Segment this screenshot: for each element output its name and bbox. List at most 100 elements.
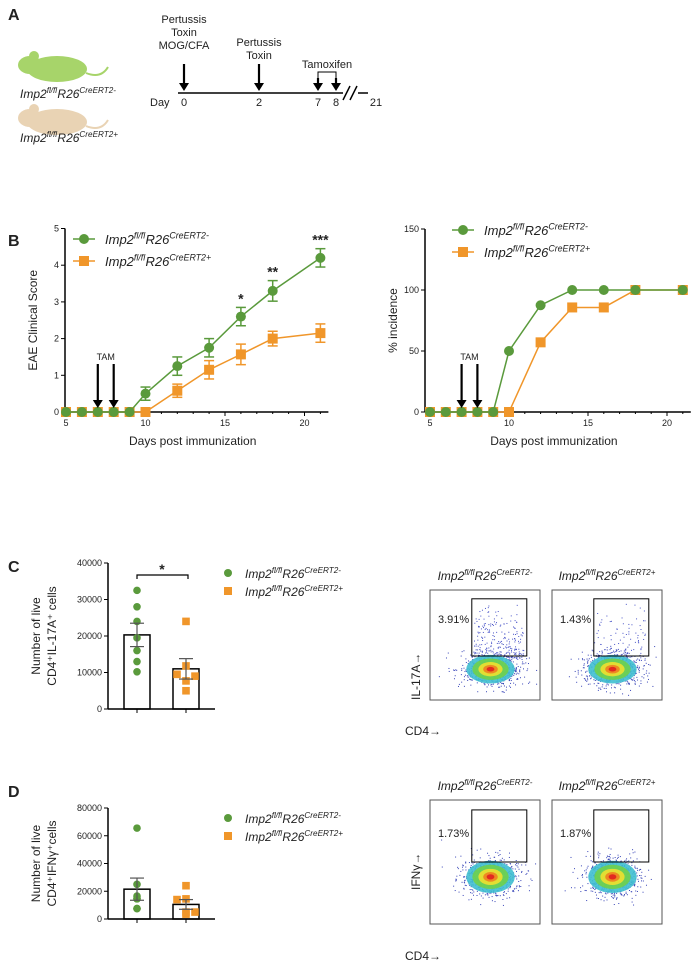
event-dot <box>455 856 457 858</box>
event-dot <box>494 901 496 903</box>
genotype-part: CreERT2- <box>304 811 341 820</box>
event-dot <box>498 855 500 857</box>
event-dot <box>634 867 636 869</box>
event-dot <box>625 649 627 651</box>
event-dot <box>511 656 513 658</box>
event-dot <box>587 865 589 867</box>
event-dot <box>503 891 505 893</box>
event-dot <box>503 685 505 687</box>
event-dot <box>520 880 522 882</box>
event-dot <box>463 876 465 878</box>
data-point-neg <box>133 603 141 611</box>
event-dot <box>471 656 473 658</box>
event-dot <box>634 883 636 885</box>
event-dot <box>633 675 635 677</box>
y-tick-label: 40000 <box>77 859 102 869</box>
event-dot <box>644 620 646 622</box>
data-point-neg <box>677 285 688 295</box>
event-dot <box>497 647 499 649</box>
event-label: Pertussis <box>236 37 282 49</box>
event-dot <box>497 654 499 656</box>
event-dot <box>471 862 473 864</box>
event-dot <box>602 684 604 686</box>
density-contour <box>486 666 495 672</box>
event-dot <box>536 669 538 671</box>
event-dot <box>597 637 599 639</box>
data-point-neg <box>133 646 141 655</box>
event-dot <box>477 645 479 647</box>
event-dot <box>521 870 523 872</box>
event-dot <box>518 885 520 887</box>
event-dot <box>512 890 514 892</box>
event-dot <box>605 685 607 687</box>
event-dot <box>492 683 494 685</box>
event-dot <box>611 651 613 653</box>
event-dot <box>622 623 624 625</box>
event-dot <box>628 683 630 685</box>
event-dot <box>597 630 599 632</box>
event-dot <box>594 889 596 891</box>
y-tick-label: 80000 <box>77 803 102 813</box>
event-dot <box>458 891 460 893</box>
event-dot <box>640 886 642 888</box>
event-dot <box>489 857 491 859</box>
event-dot <box>528 885 530 887</box>
event-dot <box>498 642 500 644</box>
gate-percent: 3.91% <box>438 614 469 626</box>
genotype-part: Imp2 <box>559 779 586 793</box>
event-dot <box>598 656 600 658</box>
arrow-day7-head <box>313 83 323 91</box>
event-dot <box>514 627 516 629</box>
event-dot <box>510 620 512 622</box>
event-dot <box>564 890 566 892</box>
genotype-part: Imp2 <box>438 779 465 793</box>
data-point-neg <box>133 586 141 595</box>
event-dot <box>625 859 627 861</box>
event-dot <box>478 625 480 627</box>
event-dot <box>453 885 455 887</box>
event-dot <box>606 899 608 901</box>
timeline-tick-label: 21 <box>370 97 382 109</box>
event-dot <box>498 646 500 648</box>
event-dot <box>509 887 511 889</box>
event-dot <box>510 661 512 663</box>
event-dot <box>479 649 481 651</box>
event-dot <box>495 892 497 894</box>
event-dot <box>467 679 469 681</box>
event-dot <box>631 864 633 866</box>
event-dot <box>496 622 498 624</box>
event-dot <box>501 617 503 619</box>
event-dot <box>607 892 609 894</box>
genotype-part: Imp2 <box>438 569 465 583</box>
event-dot <box>613 904 615 906</box>
event-dot <box>448 670 450 672</box>
event-dot <box>600 621 602 623</box>
event-dot <box>621 617 623 619</box>
event-dot <box>639 659 641 661</box>
event-dot <box>609 859 611 861</box>
event-dot <box>584 889 586 891</box>
data-point-neg <box>598 285 609 295</box>
event-dot <box>509 863 511 865</box>
event-dot <box>486 647 488 649</box>
event-dot <box>527 870 529 872</box>
y-tick-label: 0 <box>97 704 102 714</box>
event-dot <box>581 651 583 653</box>
event-dot <box>493 654 495 656</box>
event-dot <box>511 659 513 661</box>
event-dot <box>606 615 608 617</box>
event-dot <box>517 890 519 892</box>
event-dot <box>508 646 510 648</box>
event-dot <box>610 634 612 636</box>
event-dot <box>490 651 492 653</box>
event-dot <box>490 646 492 648</box>
x-tick-label: 10 <box>140 418 150 428</box>
event-dot <box>592 650 594 652</box>
event-dot <box>634 604 636 606</box>
event-dot <box>460 655 462 657</box>
event-dot <box>522 654 524 656</box>
genotype-part: CreERT2- <box>497 568 533 577</box>
event-dot <box>492 624 494 626</box>
event-dot <box>587 659 589 661</box>
event-dot <box>581 685 583 687</box>
